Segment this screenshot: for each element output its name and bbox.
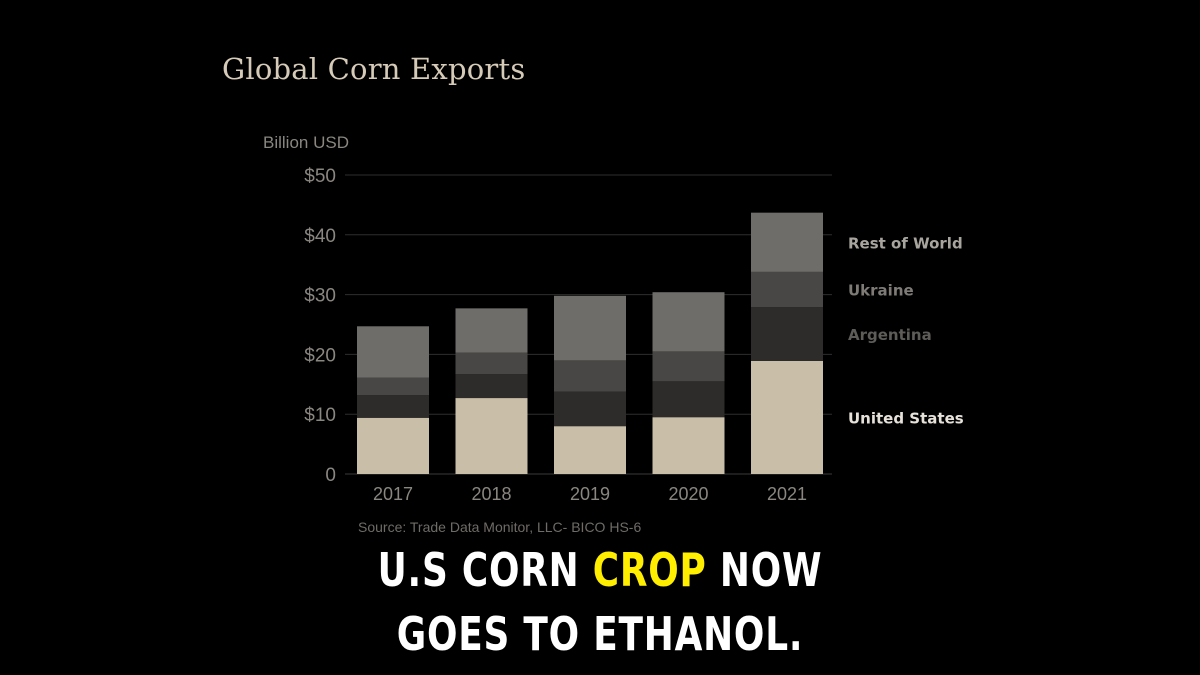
bar-segment (751, 307, 823, 361)
video-caption: U.S CORN CROP NOW GOES TO ETHANOL. (132, 538, 1068, 666)
bar-segment (652, 417, 725, 474)
bar-segment (455, 398, 528, 474)
caption-line-2: GOES TO ETHANOL. (396, 607, 804, 661)
y-tick-label: $30 (304, 286, 336, 307)
x-tick-label: 2017 (373, 484, 413, 504)
bar-segment (751, 360, 823, 474)
bar-segment (357, 395, 429, 418)
bar-segment (652, 292, 725, 352)
bar-segment (751, 212, 823, 272)
bar-segment (357, 377, 429, 396)
caption-line-1: U.S CORN CROP NOW (132, 538, 1068, 602)
x-tick-label: 2018 (471, 484, 511, 504)
bar-segment (554, 391, 626, 427)
legend-label: Rest of World (848, 234, 963, 252)
legend-label: Ukraine (848, 282, 914, 300)
bar-segment (652, 381, 725, 418)
caption-line-1-part-1: U.S CORN (377, 543, 593, 597)
y-tick-label: $40 (304, 226, 336, 247)
y-tick-label: 0 (325, 465, 336, 486)
labels: 0 $10 $20 $30 $40 $50 Billion USD 2017 2018 2019 2… (263, 133, 964, 535)
legend-label: Argentina (848, 326, 932, 344)
source-note: Source: Trade Data Monitor, LLC- BICO HS… (358, 519, 641, 535)
bar-segment (554, 360, 626, 392)
x-tick-label: 2020 (668, 484, 708, 504)
bar-segment (652, 351, 725, 382)
y-tick-label: $10 (304, 405, 336, 426)
chart-title: Global Corn Exports (222, 52, 526, 86)
x-tick-label: 2019 (570, 484, 610, 504)
y-axis-label: Billion USD (263, 133, 349, 152)
y-tick-label: $20 (304, 345, 336, 366)
bar-segment (554, 426, 626, 474)
bar-segment (455, 352, 528, 375)
bar-segment (751, 271, 823, 308)
y-tick-label: $50 (304, 166, 336, 187)
x-tick-label: 2021 (767, 484, 807, 504)
bar-segment (455, 374, 528, 399)
bar-segment (455, 308, 528, 353)
caption-highlight-word: CROP (592, 543, 707, 597)
bar-segment (357, 326, 429, 378)
bars (357, 212, 823, 474)
legend-label: United States (848, 409, 964, 427)
bar-segment (357, 417, 429, 474)
bar-segment (554, 295, 626, 361)
caption-line-1-part-2: NOW (706, 543, 823, 597)
